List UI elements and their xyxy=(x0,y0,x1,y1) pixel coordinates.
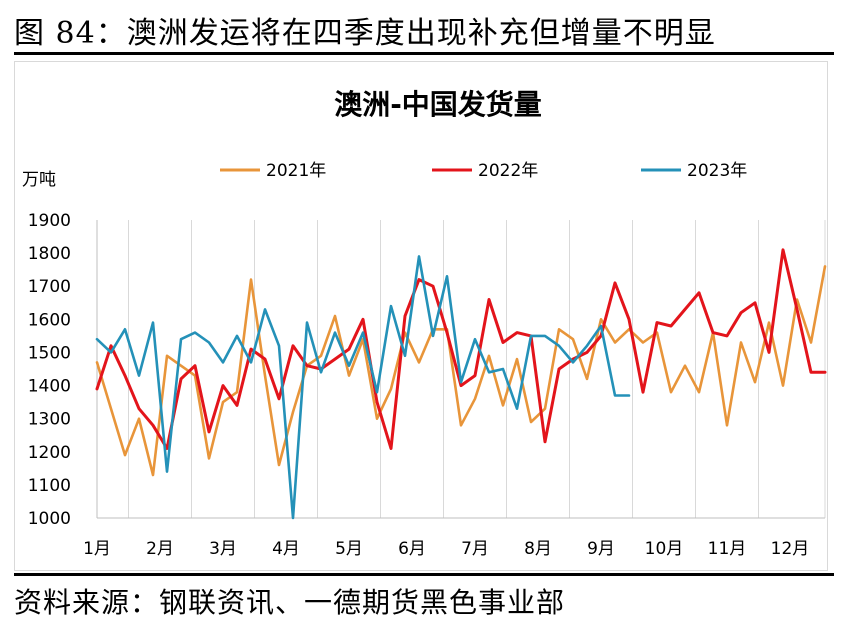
chart-title: 澳洲-中国发货量 xyxy=(334,88,542,121)
y-tick-label-1200: 1200 xyxy=(28,443,71,463)
y-tick-label-1700: 1700 xyxy=(28,277,71,297)
bottom-rule xyxy=(14,573,834,576)
legend-label-2022年: 2022年 xyxy=(478,161,538,181)
axes xyxy=(96,220,825,519)
x-tick-label-12: 12月 xyxy=(771,539,810,559)
y-tick-label-1500: 1500 xyxy=(28,343,71,363)
x-tick-label-10: 10月 xyxy=(645,539,684,559)
x-tick-label-9: 9月 xyxy=(587,539,615,559)
x-tick-label-11: 11月 xyxy=(708,539,747,559)
x-tick-label-3: 3月 xyxy=(209,539,237,559)
x-tick-label-5: 5月 xyxy=(335,539,363,559)
x-tick-label-1: 1月 xyxy=(83,539,111,559)
chart-frame xyxy=(14,61,828,571)
legend-label-2021年: 2021年 xyxy=(266,161,326,181)
series-line-2023年 xyxy=(95,255,631,520)
x-tick-labels: 1月 2月 3月 4月 5月 6月 7月 8月 9月 10月 11月 12月 xyxy=(83,539,809,559)
x-tick-label-4: 4月 xyxy=(272,539,300,559)
y-tick-label-1800: 1800 xyxy=(28,244,71,264)
legend: 2021年 2022年 2023年 xyxy=(220,161,747,181)
figure-source: 资料来源：钢联资讯、一德期货黑色事业部 xyxy=(14,586,566,619)
x-tick-label-8: 8月 xyxy=(524,539,552,559)
x-tick-label-6: 6月 xyxy=(398,539,426,559)
y-tick-labels: 1000 1100 1200 1300 1400 1500 1600 1700 1800 1900 xyxy=(28,211,71,529)
y-tick-label-1000: 1000 xyxy=(28,509,71,529)
x-tick-label-2: 2月 xyxy=(146,539,174,559)
plot-area xyxy=(95,248,827,520)
y-tick-label-1400: 1400 xyxy=(28,377,71,397)
x-tick-label-7: 7月 xyxy=(461,539,489,559)
series-line-2021年 xyxy=(95,265,827,477)
y-axis-unit: 万吨 xyxy=(22,170,56,190)
figure-title: 图 84：澳洲发运将在四季度出现补充但增量不明显 xyxy=(14,16,716,51)
legend-label-2023年: 2023年 xyxy=(687,161,747,181)
y-tick-label-1600: 1600 xyxy=(28,310,71,330)
y-tick-label-1300: 1300 xyxy=(28,410,71,430)
top-rule xyxy=(14,52,834,55)
series-line-2022年 xyxy=(95,248,827,450)
y-tick-label-1900: 1900 xyxy=(28,211,71,231)
y-tick-label-1100: 1100 xyxy=(28,476,71,496)
